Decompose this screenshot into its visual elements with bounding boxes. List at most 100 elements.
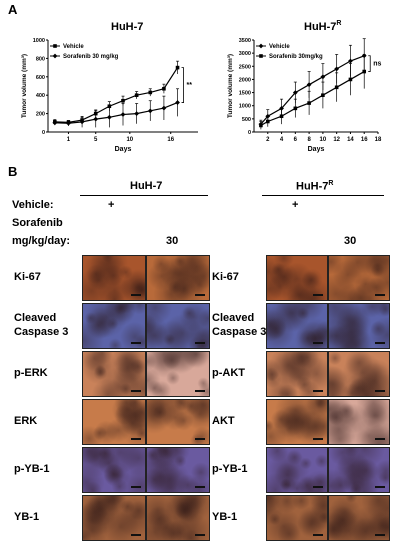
right-ihc-image-sorafenib <box>328 303 390 349</box>
x-axis-title: Days <box>115 146 132 153</box>
y-tick-label: 0 <box>248 130 251 136</box>
scale-bar <box>313 486 323 488</box>
data-point <box>79 119 85 125</box>
left-row-label: Cleaved Caspase 3 <box>14 312 69 338</box>
chart-title: HuH-7 <box>111 21 143 33</box>
right-ihc-image-sorafenib <box>328 399 390 445</box>
scale-bar <box>195 342 205 344</box>
scale-bar <box>131 342 141 344</box>
right-group-title-sup: R <box>328 180 334 187</box>
significance-bracket <box>181 67 184 103</box>
y-tick-label: 3000 <box>239 51 251 57</box>
sorafenib-label: Sorafenib <box>12 217 63 229</box>
x-tick-label: 1 <box>67 137 71 143</box>
left-group-title: HuH-7 <box>130 180 163 192</box>
data-point <box>348 58 353 64</box>
y-tick-label: 1000 <box>239 104 251 110</box>
data-point <box>66 120 71 126</box>
right-row-label: Cleaved Caspase 3 <box>212 312 267 338</box>
x-axis-title: Days <box>308 146 325 153</box>
right-ihc-image-vehicle <box>266 495 328 541</box>
legend-marker-1 <box>52 53 58 59</box>
right-ihc-image-sorafenib <box>328 351 390 397</box>
series-line-1 <box>54 102 178 124</box>
legend-marker-1 <box>259 54 263 58</box>
left-row-label: p-ERK <box>14 367 48 379</box>
right-ihc-image-sorafenib <box>328 255 390 301</box>
legend-label-1: Sorafenib 30 mg/kg <box>63 54 119 60</box>
x-tick-label: 16 <box>167 137 174 143</box>
left-group-rule <box>80 195 208 196</box>
y-tick-label: 1000 <box>33 38 45 44</box>
scale-bar <box>313 438 323 440</box>
scale-bar <box>375 342 385 344</box>
right-row-label: YB-1 <box>212 511 238 523</box>
data-point <box>93 116 99 122</box>
left-row-label: YB-1 <box>14 511 40 523</box>
x-tick-label: 12 <box>333 137 340 143</box>
y-tick-label: 0 <box>42 130 45 136</box>
dose-left: 30 <box>166 235 179 247</box>
data-point <box>279 114 284 119</box>
right-group-title-text: HuH-7 <box>296 180 329 193</box>
scale-bar <box>195 294 205 296</box>
x-tick-label: 8 <box>307 137 311 143</box>
right-group-rule <box>262 195 384 196</box>
scale-bar <box>195 486 205 488</box>
x-tick-label: 14 <box>347 137 354 143</box>
scale-bar <box>375 390 385 392</box>
data-point <box>148 90 153 95</box>
legend-label-0: Vehicle <box>63 44 84 50</box>
scale-bar <box>131 534 141 536</box>
right-row-label: AKT <box>212 415 235 427</box>
data-point <box>292 90 298 95</box>
chart-huh7r: HuH-7R 0 500 1000 1500 2000 2500 3000 3500 2 4 6 8 10… <box>227 20 382 153</box>
scale-bar <box>313 390 323 392</box>
scale-bar <box>131 390 141 392</box>
left-row-label: Ki-67 <box>14 271 41 283</box>
chart-title: HuH-7R <box>304 20 341 33</box>
left-row-label: p-YB-1 <box>14 463 50 475</box>
data-point <box>293 106 298 111</box>
data-point <box>147 108 153 114</box>
scale-bar <box>195 438 205 440</box>
data-point <box>175 100 180 105</box>
panel-b-letter: B <box>8 164 18 179</box>
data-point <box>334 66 340 72</box>
data-point <box>265 119 270 124</box>
scale-bar <box>131 438 141 440</box>
right-ihc-image-vehicle <box>266 303 328 349</box>
x-tick-label: 6 <box>294 137 298 143</box>
scale-bar <box>131 486 141 488</box>
left-ihc-image-sorafenib <box>146 495 210 541</box>
x-tick-label: 18 <box>375 137 382 143</box>
data-point <box>106 114 112 120</box>
y-axis-title: Tumor volume (mm³) <box>227 54 234 118</box>
right-ihc-image-sorafenib <box>328 447 390 493</box>
legend-marker-0 <box>258 43 264 49</box>
dose-right: 30 <box>344 235 357 247</box>
data-point <box>321 93 325 97</box>
chart-title-sup: R <box>336 20 341 27</box>
left-ihc-image-vehicle <box>82 495 146 541</box>
y-tick-label: 500 <box>242 117 251 123</box>
data-point <box>120 112 126 117</box>
data-point <box>175 65 180 70</box>
legend-label-0: Vehicle <box>269 44 290 50</box>
left-ihc-image-sorafenib <box>146 351 210 397</box>
scale-bar <box>313 294 323 296</box>
data-point <box>334 85 339 90</box>
left-row-label: ERK <box>14 415 38 427</box>
y-tick-label: 3500 <box>239 38 251 44</box>
y-tick-label: 1500 <box>239 91 251 97</box>
scale-bar <box>375 294 385 296</box>
series-line-0 <box>260 55 365 125</box>
right-ihc-image-vehicle <box>266 399 328 445</box>
right-row-label: Ki-67 <box>212 271 239 283</box>
data-point <box>134 93 139 97</box>
left-ihc-image-sorafenib <box>146 399 210 445</box>
legend-marker-0 <box>53 44 57 48</box>
y-axis-title: Tumor volume (mm³) <box>21 54 28 118</box>
data-point <box>259 123 263 128</box>
left-ihc-image-vehicle <box>82 351 146 397</box>
